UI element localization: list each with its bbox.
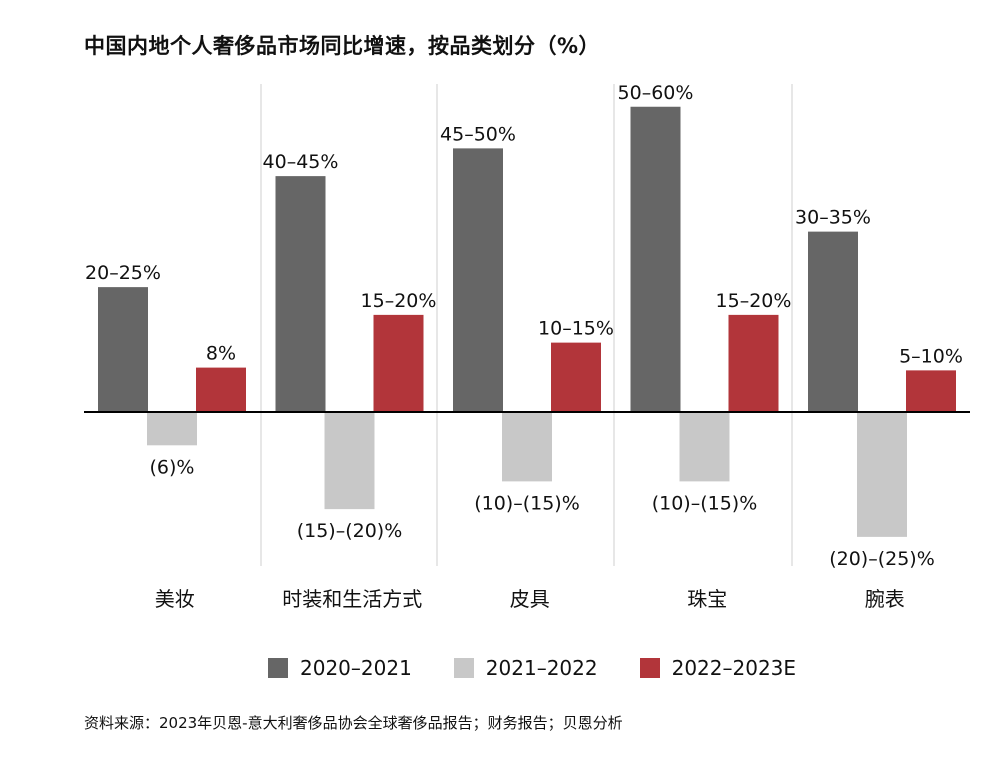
data-label-1-series-1: 20–25%	[85, 262, 161, 284]
chart-title: 中国内地个人奢侈品市场同比增速，按品类划分（%）	[84, 34, 601, 58]
bar-3-series-1	[453, 148, 503, 412]
legend-label-2021-2022: 2021–2022	[485, 656, 598, 680]
bar-1-series-3	[196, 367, 246, 412]
legend: 2020–2021 2021–2022 2022–2023E	[268, 656, 838, 680]
legend-swatch-2022-2023e	[639, 658, 660, 678]
legend-label-2022-2023e: 2022–2023E	[671, 656, 797, 680]
data-label-2-series-3: 15–20%	[361, 290, 437, 312]
bar-3-series-2	[502, 412, 552, 482]
bar-5-series-3	[906, 370, 956, 412]
legend-swatch-2020-2021	[268, 658, 288, 678]
legend-swatch-2021-2022	[453, 658, 474, 678]
legend-item-2022-2023e: 2022–2023E	[639, 656, 797, 680]
legend-item-2021-2022: 2021–2022	[453, 656, 598, 680]
category-label-2: 时装和生活方式	[282, 587, 422, 611]
bar-5-series-1	[808, 231, 858, 412]
bar-1-series-1	[98, 287, 148, 412]
bar-2-series-3	[373, 314, 424, 412]
data-label-2-series-1: 40–45%	[263, 151, 339, 173]
bar-2-series-1	[275, 176, 326, 412]
bar-chart: 20–25% (6)% 8% 美妆 40–45% (15)–(20)% 15–20% 时装和生…	[84, 82, 970, 611]
data-label-4-series-2: (10)–(15)%	[652, 492, 758, 514]
category-label-4: 珠宝	[687, 587, 727, 611]
data-label-4-series-1: 50–60%	[618, 82, 694, 104]
data-label-5-series-2: (20)–(25)%	[829, 548, 935, 570]
bar-4-series-1	[630, 106, 681, 412]
bar-4-series-2	[679, 412, 730, 482]
data-label-1-series-2: (6)%	[150, 456, 195, 478]
data-label-5-series-1: 30–35%	[795, 207, 871, 229]
bar-3-series-3	[551, 342, 601, 412]
data-label-3-series-1: 45–50%	[440, 123, 516, 145]
bar-4-series-3	[728, 314, 779, 412]
data-label-1-series-3: 8%	[206, 343, 236, 365]
bar-5-series-2	[857, 412, 907, 537]
category-label-1: 美妆	[155, 587, 195, 611]
data-label-2-series-2: (15)–(20)%	[297, 520, 403, 542]
legend-item-2020-2021: 2020–2021	[268, 656, 412, 680]
category-label-3: 皮具	[510, 587, 550, 611]
data-label-3-series-3: 10–15%	[538, 318, 614, 340]
source-note: 资料来源：2023年贝恩-意大利奢侈品协会全球奢侈品报告；财务报告；贝恩分析	[84, 714, 623, 732]
data-label-4-series-3: 15–20%	[716, 290, 792, 312]
bar-2-series-2	[324, 412, 375, 510]
data-label-3-series-2: (10)–(15)%	[474, 492, 580, 514]
data-label-5-series-3: 5–10%	[899, 345, 963, 367]
category-label-5: 腕表	[865, 587, 905, 611]
bar-1-series-2	[147, 412, 197, 446]
legend-label-2020-2021: 2020–2021	[300, 656, 412, 680]
